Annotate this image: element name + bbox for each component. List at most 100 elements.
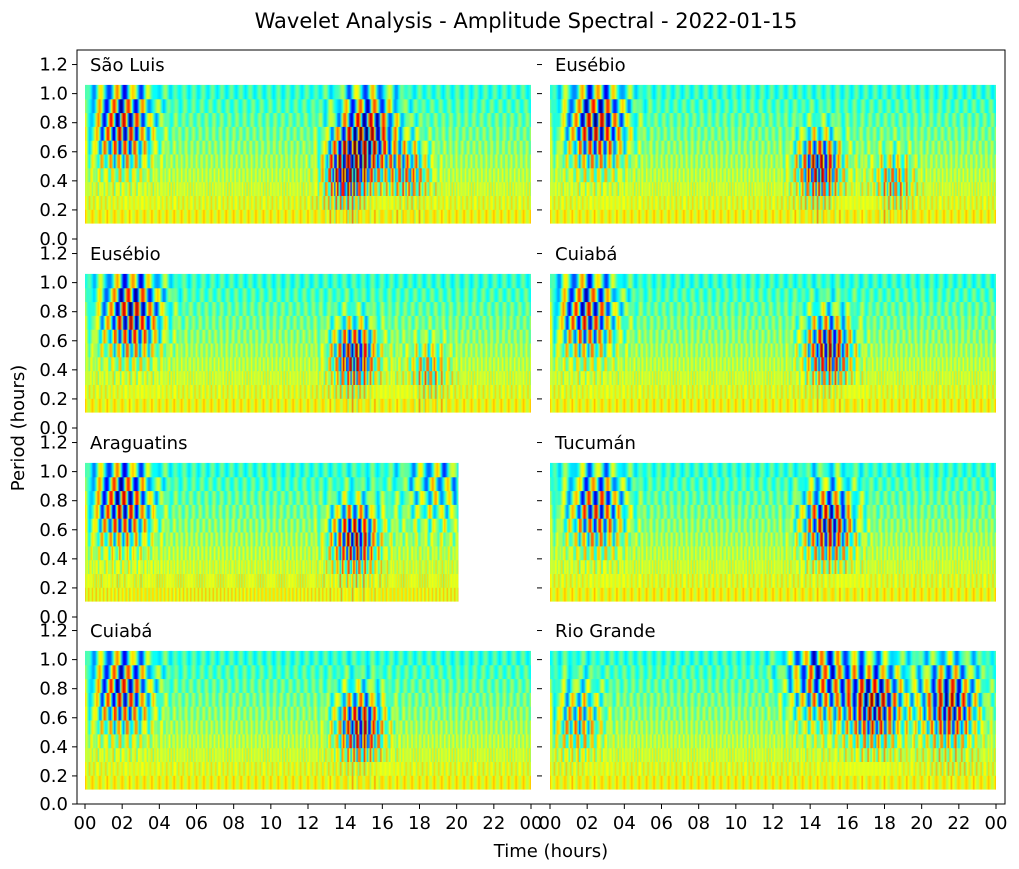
heatmap-band	[550, 747, 996, 762]
x-tick-label: 16	[371, 813, 394, 834]
heatmap-band	[550, 167, 996, 183]
panel-2: Eusébio	[550, 55, 996, 224]
y-tick-label: 0.4	[39, 549, 68, 570]
panel-1: São Luis	[85, 55, 531, 224]
heatmap-band	[85, 720, 531, 735]
heatmap-band	[550, 126, 996, 141]
panel-7: Cuiabá	[85, 621, 531, 790]
heatmap-band	[85, 153, 531, 169]
heatmap-band	[85, 84, 531, 100]
heatmap-band	[85, 545, 459, 561]
heatmap-band	[550, 195, 996, 210]
heatmap-band	[550, 573, 996, 588]
y-tick-label: 0.6	[39, 520, 68, 541]
heatmap-band	[550, 209, 996, 224]
station-label: São Luis	[90, 55, 165, 76]
heatmap-band	[550, 532, 996, 547]
heatmap-band	[85, 167, 531, 183]
x-tick-label: 14	[799, 813, 822, 834]
heatmap-band	[85, 761, 531, 776]
heatmap-band	[85, 112, 531, 127]
heatmap-band	[550, 398, 996, 413]
heatmap-band	[550, 664, 996, 680]
y-tick-label: 1.2	[39, 621, 68, 642]
y-tick-label: 0.6	[39, 142, 68, 163]
heatmap-band	[85, 126, 531, 141]
heatmap-band	[550, 559, 996, 574]
x-tick-label: 22	[482, 813, 505, 834]
panel-5: Araguatins	[85, 433, 459, 602]
heatmap-band	[550, 301, 996, 316]
heatmap-band	[550, 462, 996, 478]
x-tick-label: 18	[408, 813, 431, 834]
x-axis-label: Time (hours)	[493, 841, 608, 862]
y-tick-label: 0.2	[39, 766, 68, 787]
heatmap-band	[550, 384, 996, 399]
heatmap-band	[550, 490, 996, 505]
heatmap-band	[85, 462, 459, 478]
y-tick-label: 0.0	[39, 607, 68, 628]
heatmap-band	[550, 720, 996, 735]
heatmap-band	[550, 678, 996, 693]
heatmap-band	[550, 775, 996, 790]
x-tick-label: 02	[576, 813, 599, 834]
heatmap-band	[550, 181, 996, 196]
heatmap-band	[85, 329, 531, 344]
panel-3: Eusébio	[85, 244, 531, 413]
heatmap-band	[85, 678, 531, 693]
y-tick-label: 0.0	[39, 418, 68, 439]
x-tick-label: 06	[185, 813, 208, 834]
heatmap-band	[85, 342, 531, 358]
heatmap-band	[85, 518, 459, 533]
heatmap-band	[85, 301, 531, 316]
x-tick-label: 06	[650, 813, 673, 834]
station-label: Eusébio	[90, 244, 161, 265]
heatmap-band	[550, 370, 996, 385]
x-tick-label: 14	[334, 813, 357, 834]
heatmap-band	[550, 329, 996, 344]
heatmap-band	[550, 273, 996, 289]
y-tick-label: 1.0	[39, 273, 68, 294]
y-tick-label: 0.4	[39, 737, 68, 758]
heatmap-band	[85, 315, 531, 330]
heatmap-band	[550, 140, 996, 155]
heatmap-band	[85, 692, 531, 707]
x-tick-label: 12	[762, 813, 785, 834]
heatmap-band	[85, 398, 531, 413]
heatmap-band	[85, 587, 459, 602]
y-tick-label: 1.0	[39, 650, 68, 671]
x-tick-label: 10	[724, 813, 747, 834]
heatmap-band	[85, 532, 459, 547]
heatmap-band	[85, 775, 531, 790]
y-tick-label: 1.2	[39, 433, 68, 454]
heatmap-band	[550, 587, 996, 602]
heatmap-band	[85, 664, 531, 680]
heatmap-band	[550, 504, 996, 519]
x-tick-label: 20	[445, 813, 468, 834]
x-tick-label: 18	[873, 813, 896, 834]
station-label: Eusébio	[555, 55, 626, 76]
station-label: Cuiabá	[555, 244, 617, 265]
panel-4: Cuiabá	[550, 244, 996, 413]
heatmap-band	[85, 650, 531, 666]
x-tick-label: 00	[74, 813, 97, 834]
heatmap-band	[550, 650, 996, 666]
heatmap-band	[550, 84, 996, 100]
heatmap-band	[550, 545, 996, 561]
heatmap-band	[550, 706, 996, 721]
plot-frame	[76, 49, 1006, 805]
y-tick-label: 0.8	[39, 491, 68, 512]
heatmap-band	[85, 140, 531, 155]
y-tick-label: 0.2	[39, 389, 68, 410]
y-tick-label: 0.6	[39, 708, 68, 729]
y-axis-label: Period (hours)	[8, 365, 29, 492]
x-tick-label: 10	[259, 813, 282, 834]
x-tick-label: 12	[297, 813, 320, 834]
y-tick-label: 1.0	[39, 84, 68, 105]
y-tick-label: 0.0	[39, 229, 68, 250]
heatmap-band	[85, 706, 531, 721]
heatmap-band	[85, 384, 531, 399]
x-tick-label: 04	[148, 813, 171, 834]
heatmap-band	[85, 504, 459, 519]
y-tick-label: 1.2	[39, 244, 68, 265]
